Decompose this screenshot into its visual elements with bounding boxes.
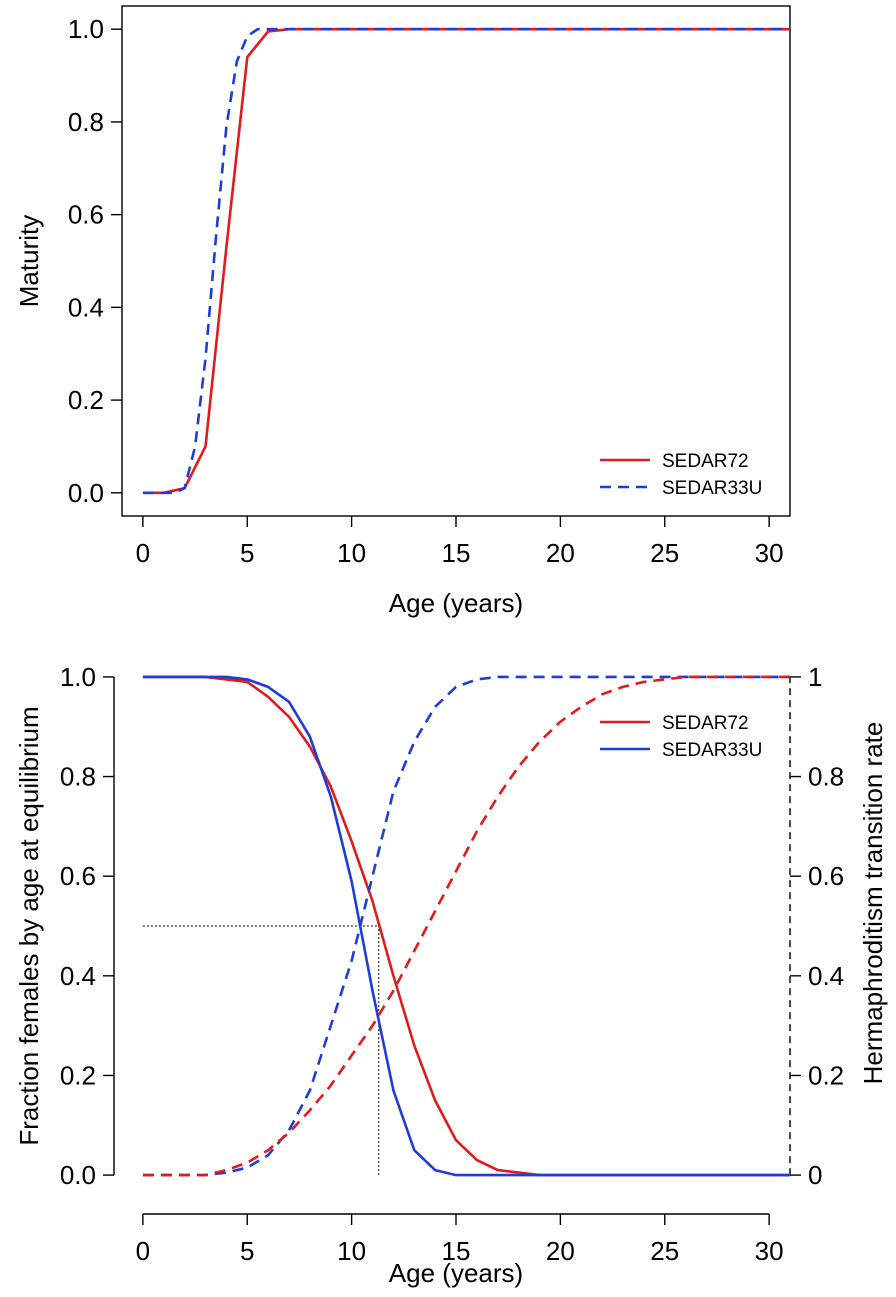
legend-label: SEDAR33U <box>662 478 762 499</box>
x-tick-label: 15 <box>442 1236 471 1266</box>
series-group <box>142 675 790 1177</box>
x-axis-label: Age (years) <box>389 588 523 618</box>
sedar33u-dashed-line <box>142 27 790 495</box>
right-y-axis-label: Hermaphroditism transition rate <box>858 722 888 1085</box>
y-tick-label: 0.4 <box>68 292 104 322</box>
x-tick-label: 5 <box>240 1236 254 1266</box>
legend-label: SEDAR72 <box>662 713 749 734</box>
right-y-tick-label: 0 <box>808 1160 822 1190</box>
x-tick-label: 0 <box>136 1236 150 1266</box>
legend-label: SEDAR72 <box>662 451 749 472</box>
y-tick-label: 0.8 <box>68 107 104 137</box>
x-tick-label: 25 <box>650 1236 679 1266</box>
x-tick-label: 5 <box>240 538 254 568</box>
right-y-tick-label: 0.8 <box>808 762 844 792</box>
series-group <box>142 27 790 495</box>
plot-frame <box>121 5 791 517</box>
legend: SEDAR72 SEDAR33U <box>600 713 762 761</box>
y-tick-label: 0.2 <box>68 385 104 415</box>
x-tick-label: 25 <box>650 538 679 568</box>
x-tick-label: 30 <box>755 1236 784 1266</box>
right-y-tick-label: 0.6 <box>808 861 844 891</box>
x-axis-label: Age (years) <box>389 1258 523 1288</box>
y-tick-label: 0.8 <box>60 762 96 792</box>
x-tick-label: 20 <box>546 1236 575 1266</box>
y-tick-label: 1.0 <box>68 14 104 44</box>
sedar72-solid-line <box>142 27 790 495</box>
x-tick-label: 10 <box>337 538 366 568</box>
series-2-dashed-line <box>142 675 790 1177</box>
right-y-tick-label: 1 <box>808 662 822 692</box>
axis-ticks: 0 5 10 15 20 25 30 0.0 0.2 0.4 0.6 0.8 1.0 <box>68 14 784 568</box>
sex-transition-panel: 0 5 10 15 20 25 30 0.0 0.2 0.4 0.6 0.8 1.0 0 0.2 0.4 0.6… <box>14 662 888 1288</box>
x-tick-label: 15 <box>442 538 471 568</box>
x-tick-label: 10 <box>337 1236 366 1266</box>
x-tick-label: 0 <box>136 538 150 568</box>
y-tick-label: 0.0 <box>60 1160 96 1190</box>
sedar33u-solid-line <box>142 675 790 1177</box>
y-axis-label: Fraction females by age at equilibrium <box>14 706 44 1145</box>
x-tick-label: 30 <box>755 538 784 568</box>
maturity-panel: 0 5 10 15 20 25 30 0.0 0.2 0.4 0.6 0.8 1.0 Age (year… <box>14 5 791 618</box>
reference-lines <box>142 925 380 1176</box>
legend-label: SEDAR33U <box>662 740 762 761</box>
y-axis-label: Maturity <box>14 215 44 307</box>
series-3-dashed-line <box>142 675 790 1177</box>
y-tick-label: 0.6 <box>68 200 104 230</box>
y-tick-label: 0.4 <box>60 961 96 991</box>
legend: SEDAR72 SEDAR33U <box>600 451 762 499</box>
y-tick-label: 1.0 <box>60 662 96 692</box>
right-y-tick-label: 0.2 <box>808 1060 844 1090</box>
x-tick-label: 20 <box>546 538 575 568</box>
y-tick-label: 0.6 <box>60 861 96 891</box>
y-tick-label: 0.0 <box>68 478 104 508</box>
right-y-tick-label: 0.4 <box>808 961 844 991</box>
y-tick-label: 0.2 <box>60 1060 96 1090</box>
axis-ticks: 0 5 10 15 20 25 30 0.0 0.2 0.4 0.6 0.8 1.0 0 0.2 0.4 0.6… <box>60 662 844 1266</box>
